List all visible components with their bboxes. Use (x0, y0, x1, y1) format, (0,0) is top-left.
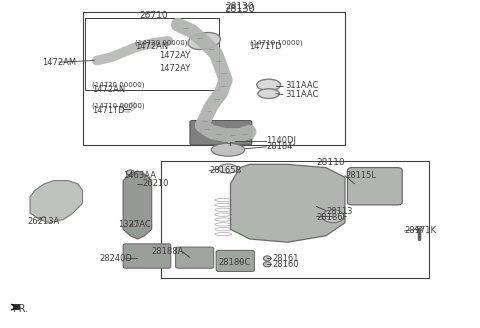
Polygon shape (230, 164, 345, 242)
Circle shape (264, 262, 271, 267)
Text: 28113: 28113 (326, 207, 352, 216)
Bar (85, 18, 218, 90)
Ellipse shape (258, 89, 279, 98)
Text: 28171K: 28171K (405, 226, 437, 236)
Text: 1463AA: 1463AA (123, 171, 156, 180)
Text: 1140DJ: 1140DJ (266, 136, 296, 146)
Text: 26210: 26210 (142, 179, 168, 188)
Ellipse shape (188, 32, 220, 50)
Text: 28161: 28161 (273, 254, 299, 263)
Text: 311AAC: 311AAC (285, 81, 319, 90)
Circle shape (126, 170, 134, 175)
Text: 1472AN: 1472AN (92, 85, 125, 93)
Text: 28160: 28160 (273, 260, 299, 269)
Text: 28186F: 28186F (316, 214, 348, 222)
Text: 28188A: 28188A (152, 247, 184, 256)
Text: 1327AC: 1327AC (118, 220, 151, 229)
Text: 28240D: 28240D (99, 254, 132, 263)
Text: 1472AN: 1472AN (135, 42, 168, 51)
Ellipse shape (257, 79, 281, 91)
Circle shape (132, 222, 138, 226)
Text: (14710 00000): (14710 00000) (92, 103, 144, 109)
Ellipse shape (218, 164, 238, 173)
Ellipse shape (221, 125, 250, 138)
Text: 28180C: 28180C (218, 258, 251, 267)
FancyBboxPatch shape (216, 250, 254, 272)
Bar (83, 12, 345, 145)
Bar (161, 161, 429, 278)
Text: 28115L: 28115L (345, 171, 376, 180)
Text: (14710 10000): (14710 10000) (250, 39, 302, 46)
FancyBboxPatch shape (190, 121, 252, 145)
Circle shape (264, 256, 271, 261)
Polygon shape (30, 181, 83, 223)
Text: 1472AY: 1472AY (159, 64, 190, 73)
Text: 1472AM: 1472AM (42, 58, 76, 67)
FancyBboxPatch shape (348, 168, 402, 205)
Text: 1471TD: 1471TD (92, 106, 125, 115)
Text: (14720 00000): (14720 00000) (92, 82, 144, 88)
Text: 1471TD: 1471TD (250, 42, 282, 51)
Polygon shape (123, 171, 152, 239)
Ellipse shape (323, 210, 344, 223)
FancyBboxPatch shape (176, 247, 214, 268)
Text: 311AAC: 311AAC (285, 90, 319, 99)
Text: 26213A: 26213A (28, 217, 60, 226)
FancyBboxPatch shape (123, 244, 171, 268)
Text: 28110: 28110 (316, 158, 345, 167)
Text: (14720 00000): (14720 00000) (135, 39, 188, 46)
Ellipse shape (211, 143, 245, 156)
Text: FR.: FR. (13, 304, 28, 314)
Text: 28130: 28130 (226, 3, 254, 11)
Text: 28165B: 28165B (209, 166, 241, 175)
Bar (13, 304, 21, 310)
Circle shape (416, 226, 422, 231)
Text: 1472AY: 1472AY (159, 51, 190, 60)
Text: 28184: 28184 (266, 142, 293, 151)
Text: 28130: 28130 (225, 4, 255, 14)
Circle shape (226, 139, 233, 143)
Text: 26710: 26710 (140, 10, 168, 20)
